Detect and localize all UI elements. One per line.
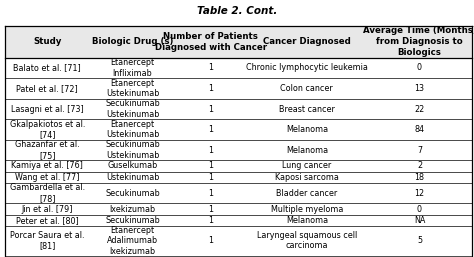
Text: Patel et al. [72]: Patel et al. [72] xyxy=(17,84,78,93)
Text: 5: 5 xyxy=(417,236,422,245)
Text: Secukinumab
Ustekinumab: Secukinumab Ustekinumab xyxy=(105,99,160,119)
Text: Chronic lymphocytic leukemia: Chronic lymphocytic leukemia xyxy=(246,63,368,72)
Text: 13: 13 xyxy=(414,84,424,93)
Text: Breast cancer: Breast cancer xyxy=(279,105,335,114)
Text: Guselkumab: Guselkumab xyxy=(107,161,157,170)
Text: Ixekizumab: Ixekizumab xyxy=(109,205,155,214)
Bar xyxy=(5,203,472,215)
Bar xyxy=(5,172,472,183)
Text: Average Time (Months)
from Diagnosis to
Biologics: Average Time (Months) from Diagnosis to … xyxy=(363,26,474,57)
Bar xyxy=(5,119,472,140)
Text: Porcar Saura et al.
[81]: Porcar Saura et al. [81] xyxy=(10,231,84,251)
Text: Balato et al. [71]: Balato et al. [71] xyxy=(13,63,81,72)
Text: Multiple myeloma: Multiple myeloma xyxy=(271,205,343,214)
Text: Melanoma: Melanoma xyxy=(286,216,328,225)
Text: Etanercept
Adalimumab
Ixekizumab: Etanercept Adalimumab Ixekizumab xyxy=(107,226,158,256)
Text: Melanoma: Melanoma xyxy=(286,125,328,134)
Text: Etanercept
Infliximab: Etanercept Infliximab xyxy=(110,58,155,78)
Text: Study: Study xyxy=(33,37,62,46)
Bar xyxy=(5,140,472,160)
Text: NA: NA xyxy=(414,216,425,225)
Text: Number of Patients
Diagnosed with Cancer: Number of Patients Diagnosed with Cancer xyxy=(155,32,267,52)
Text: 2: 2 xyxy=(417,161,422,170)
Bar xyxy=(5,226,472,256)
Bar xyxy=(5,26,472,58)
Text: Secukinumab
Ustekinumab: Secukinumab Ustekinumab xyxy=(105,140,160,160)
Text: Colon cancer: Colon cancer xyxy=(281,84,333,93)
Text: 1: 1 xyxy=(208,146,213,155)
Bar xyxy=(5,160,472,172)
Text: 22: 22 xyxy=(414,105,425,114)
Text: Laryngeal squamous cell
carcinoma: Laryngeal squamous cell carcinoma xyxy=(257,231,357,251)
Text: 1: 1 xyxy=(208,161,213,170)
Text: Bladder cancer: Bladder cancer xyxy=(276,189,337,198)
Text: Etanercept
Ustekinumab: Etanercept Ustekinumab xyxy=(106,120,159,139)
Bar xyxy=(5,78,472,99)
Text: 1: 1 xyxy=(208,63,213,72)
Text: Peter et al. [80]: Peter et al. [80] xyxy=(16,216,79,225)
Text: Melanoma: Melanoma xyxy=(286,146,328,155)
Text: Lasagni et al. [73]: Lasagni et al. [73] xyxy=(11,105,84,114)
Bar xyxy=(5,99,472,119)
Text: Etanercept
Ustekinumab: Etanercept Ustekinumab xyxy=(106,79,159,98)
Text: 1: 1 xyxy=(208,84,213,93)
Bar xyxy=(5,58,472,78)
Text: 0: 0 xyxy=(417,63,422,72)
Bar xyxy=(5,183,472,203)
Text: Kamiya et al. [76]: Kamiya et al. [76] xyxy=(11,161,83,170)
Text: Secukinumab: Secukinumab xyxy=(105,189,160,198)
Text: Kaposi sarcoma: Kaposi sarcoma xyxy=(275,173,339,182)
Bar xyxy=(5,215,472,226)
Text: 12: 12 xyxy=(414,189,425,198)
Text: 18: 18 xyxy=(414,173,424,182)
Text: Lung cancer: Lung cancer xyxy=(282,161,331,170)
Text: Gkalpakiotos et al.
[74]: Gkalpakiotos et al. [74] xyxy=(9,120,85,139)
Text: Jin et al. [79]: Jin et al. [79] xyxy=(21,205,73,214)
Text: Wang et al. [77]: Wang et al. [77] xyxy=(15,173,80,182)
Text: 1: 1 xyxy=(208,173,213,182)
Text: Ustekinumab: Ustekinumab xyxy=(106,173,159,182)
Text: Table 2. Cont.: Table 2. Cont. xyxy=(197,6,277,16)
Text: Biologic Drug (s): Biologic Drug (s) xyxy=(92,37,173,46)
Text: 7: 7 xyxy=(417,146,422,155)
Text: 1: 1 xyxy=(208,125,213,134)
Text: Ghazanfar et al.
[75]: Ghazanfar et al. [75] xyxy=(15,140,80,160)
Text: 1: 1 xyxy=(208,216,213,225)
Text: Gambardella et al.
[78]: Gambardella et al. [78] xyxy=(10,183,85,203)
Text: Secukinumab: Secukinumab xyxy=(105,216,160,225)
Text: 0: 0 xyxy=(417,205,422,214)
Text: 1: 1 xyxy=(208,236,213,245)
Text: Cancer Diagnosed: Cancer Diagnosed xyxy=(263,37,351,46)
Text: 1: 1 xyxy=(208,105,213,114)
Text: 84: 84 xyxy=(414,125,424,134)
Text: 1: 1 xyxy=(208,189,213,198)
Text: 1: 1 xyxy=(208,205,213,214)
